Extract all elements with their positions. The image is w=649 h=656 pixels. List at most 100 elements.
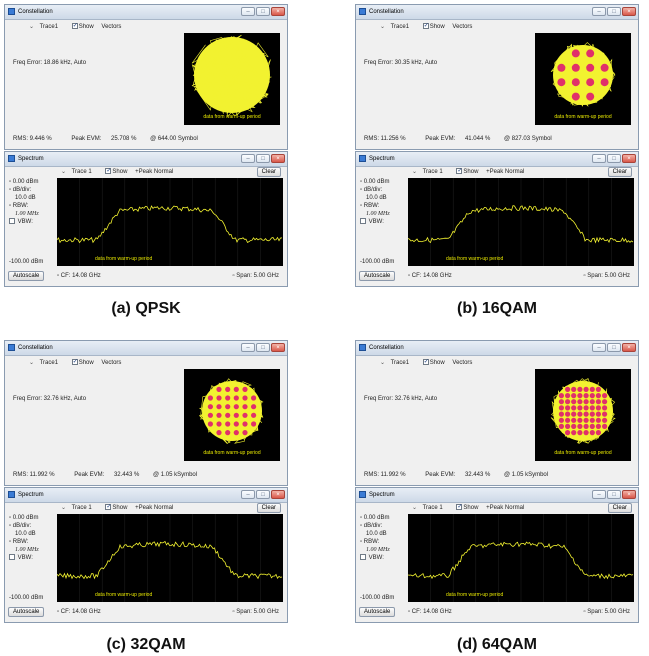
vbw-checkbox[interactable]: VBW: (9, 554, 39, 562)
maximize-icon[interactable]: □ (256, 7, 270, 16)
constellation-symbol (571, 63, 580, 72)
close-icon[interactable]: × (622, 7, 636, 16)
chevron-down-icon[interactable]: ⌄ (29, 360, 35, 366)
constellation-titlebar[interactable]: Constellation – □ × (5, 5, 287, 20)
maximize-icon[interactable]: □ (607, 154, 621, 163)
cf-value: CF: 14.08 GHz (411, 273, 452, 279)
vbw-checkbox[interactable]: VBW: (9, 218, 39, 226)
trace-select[interactable]: Trace1 (390, 24, 410, 30)
constellation-titlebar[interactable]: Constellation – □ × (356, 341, 638, 356)
spectrum-titlebar[interactable]: Spectrum – □ × (5, 152, 287, 167)
ref-level[interactable]: ▫ 0.00 dBm (360, 179, 390, 185)
db-div-value[interactable]: 10.0 dB (366, 195, 387, 201)
chevron-down-icon[interactable]: ⌄ (61, 505, 67, 511)
constellation-titlebar[interactable]: Constellation – □ × (356, 5, 638, 20)
minimize-icon[interactable]: – (241, 343, 255, 352)
checkbox-empty-icon (360, 218, 366, 225)
constellation-symbol (586, 92, 595, 101)
close-icon[interactable]: × (271, 343, 285, 352)
minimize-icon[interactable]: – (592, 7, 606, 16)
close-icon[interactable]: × (271, 154, 285, 163)
ref-level[interactable]: ▫ 0.00 dBm (9, 515, 39, 521)
spectrum-titlebar[interactable]: Spectrum – □ × (356, 488, 638, 503)
constellation-symbol (233, 412, 239, 418)
chevron-down-icon[interactable]: ⌄ (412, 505, 418, 511)
clear-button[interactable]: Clear (607, 503, 632, 513)
close-icon[interactable]: × (622, 490, 636, 499)
show-checkbox[interactable]: ✓Show (71, 23, 94, 30)
rms-readout: RMS: 11.992 % (364, 472, 406, 478)
show-checkbox[interactable]: ✓Show (71, 359, 94, 366)
chevron-down-icon[interactable]: ⌄ (412, 169, 418, 175)
rbw-text: RBW: (12, 539, 29, 545)
chevron-down-icon[interactable]: ⌄ (380, 24, 386, 30)
minimize-icon[interactable]: – (241, 490, 255, 499)
window-title: Spectrum (369, 156, 395, 162)
vbw-checkbox[interactable]: VBW: (360, 554, 390, 562)
constellation-symbol (571, 49, 580, 58)
rbw-value[interactable]: 1.00 MHz (366, 547, 390, 553)
show-checkbox[interactable]: ✓Show (105, 504, 127, 511)
ref-level-value: 0.00 dBm (12, 515, 39, 521)
spectrum-titlebar[interactable]: Spectrum – □ × (5, 488, 287, 503)
db-div-value[interactable]: 10.0 dB (366, 531, 387, 537)
trace-select[interactable]: Trace 1 (71, 505, 92, 511)
clear-button[interactable]: Clear (256, 503, 281, 513)
db-div-value[interactable]: 10.0 dB (15, 195, 36, 201)
trace-select[interactable]: Trace 1 (422, 169, 443, 175)
maximize-icon[interactable]: □ (607, 343, 621, 352)
trace-select[interactable]: Trace1 (39, 360, 59, 366)
minimize-icon[interactable]: – (592, 154, 606, 163)
db-div-value[interactable]: 10.0 dB (15, 531, 36, 537)
close-icon[interactable]: × (271, 7, 285, 16)
autoscale-button[interactable]: Autoscale (8, 607, 45, 617)
close-icon[interactable]: × (271, 490, 285, 499)
clear-button[interactable]: Clear (256, 167, 281, 177)
close-icon[interactable]: × (622, 154, 636, 163)
trace-select[interactable]: Trace 1 (422, 505, 443, 511)
constellation-symbol (589, 430, 595, 436)
freq-error: Freq Error: 32.76 kHz, Auto (364, 396, 438, 402)
ref-level[interactable]: ▫ 0.00 dBm (360, 515, 390, 521)
constellation-symbol (602, 399, 608, 405)
show-checkbox[interactable]: ✓Show (422, 23, 445, 30)
minimize-icon[interactable]: – (241, 7, 255, 16)
trace-select[interactable]: Trace 1 (71, 169, 92, 175)
show-checkbox[interactable]: ✓Show (105, 168, 127, 175)
maximize-icon[interactable]: □ (256, 490, 270, 499)
maximize-icon[interactable]: □ (607, 7, 621, 16)
autoscale-button[interactable]: Autoscale (8, 271, 45, 281)
rbw-value[interactable]: 1.00 MHz (15, 211, 39, 217)
show-checkbox[interactable]: ✓Show (422, 359, 445, 366)
maximize-icon[interactable]: □ (256, 154, 270, 163)
rbw-value[interactable]: 1.00 MHz (366, 211, 390, 217)
trace-select[interactable]: Trace1 (390, 360, 410, 366)
maximize-icon[interactable]: □ (256, 343, 270, 352)
show-checkbox[interactable]: ✓Show (456, 168, 478, 175)
clear-button[interactable]: Clear (607, 167, 632, 177)
rbw-value[interactable]: 1.00 MHz (15, 547, 39, 553)
chevron-down-icon[interactable]: ⌄ (61, 169, 67, 175)
ref-level[interactable]: ▫ 0.00 dBm (9, 179, 39, 185)
spectrum-titlebar[interactable]: Spectrum – □ × (356, 152, 638, 167)
minimize-icon[interactable]: – (592, 490, 606, 499)
autoscale-button[interactable]: Autoscale (359, 607, 396, 617)
minimize-icon[interactable]: – (241, 154, 255, 163)
vbw-checkbox[interactable]: VBW: (360, 218, 390, 226)
constellation-symbol (595, 411, 601, 417)
constellation-symbol (589, 393, 595, 399)
trace-select[interactable]: Trace1 (39, 24, 59, 30)
constellation-titlebar[interactable]: Constellation – □ × (5, 341, 287, 356)
window-title: Constellation (369, 345, 404, 351)
constellation-symbol (558, 417, 564, 423)
maximize-icon[interactable]: □ (607, 490, 621, 499)
close-icon[interactable]: × (622, 343, 636, 352)
show-checkbox[interactable]: ✓Show (456, 504, 478, 511)
spectrum-plot: data from warm-up period (57, 514, 283, 602)
minimize-icon[interactable]: – (592, 343, 606, 352)
chevron-down-icon[interactable]: ⌄ (29, 24, 35, 30)
constellation-symbol (558, 423, 564, 429)
autoscale-button[interactable]: Autoscale (359, 271, 396, 281)
chevron-down-icon[interactable]: ⌄ (380, 360, 386, 366)
plot-note: data from warm-up period (446, 256, 504, 262)
